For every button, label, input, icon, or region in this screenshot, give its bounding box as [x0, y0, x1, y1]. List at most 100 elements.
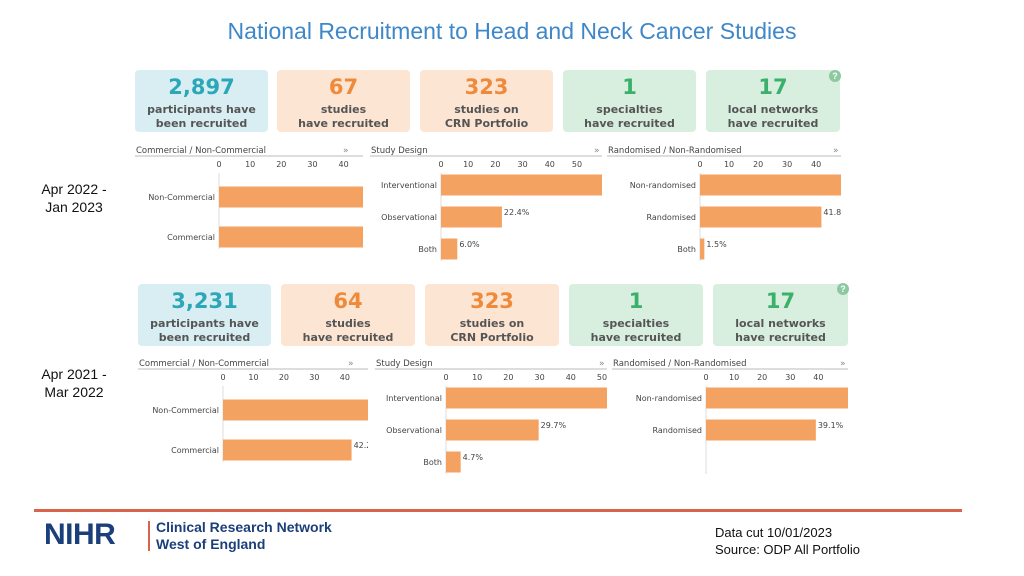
kpi-card: 323 studies on CRN Portfolio — [425, 284, 559, 346]
period-label-previous: Apr 2021 - Mar 2022 — [41, 366, 107, 400]
category-label: Non-Commercial — [148, 193, 215, 202]
x-tick-label: 10 — [729, 373, 739, 382]
category-label: Observational — [381, 213, 437, 222]
chart-title: Commercial / Non-Commercial — [139, 359, 269, 369]
kpi-label: specialties have recruited — [590, 317, 682, 344]
bar-chart-panel: Study Design»01020304050Interventional71… — [370, 145, 602, 267]
data-label: 41.8% — [823, 208, 841, 217]
category-label: Observational — [386, 426, 442, 435]
bar-chart: Commercial / Non-Commercial » 0 10 20 30 40 Non… — [138, 359, 368, 462]
kpi-value: 1 — [628, 289, 644, 313]
x-tick-label: 40 — [813, 373, 823, 382]
bar — [700, 174, 841, 196]
kpi-value: 64 — [333, 289, 363, 313]
category-label: Randomised — [652, 426, 702, 435]
category-label: Randomised — [646, 213, 696, 222]
kpi-label: studies on CRN Portfolio — [444, 103, 529, 130]
chevron-icon[interactable]: » — [599, 359, 605, 369]
x-tick-label: 50 — [572, 160, 582, 169]
category-label: Non-Commercial — [152, 406, 219, 415]
data-label: 42.2% — [354, 441, 368, 450]
category-label: Interventional — [381, 181, 437, 190]
kpi-label: local networks have recruited — [735, 317, 826, 344]
bar — [219, 226, 363, 248]
bar-chart-panel: Randomised / Non-Randomised » 0 10 20 30 40 Non… — [612, 358, 848, 480]
kpi-value: 323 — [470, 289, 514, 313]
data-cut-text: Data cut 10/01/2023 — [715, 525, 833, 540]
bar — [700, 206, 822, 228]
footer-note: Data cut 10/01/2023 Source: ODP All Port… — [715, 524, 860, 558]
x-tick-label: 0 — [697, 160, 702, 169]
bar — [446, 387, 607, 409]
x-tick-label: 20 — [279, 373, 289, 382]
bar — [223, 399, 368, 421]
data-label: 4.7% — [463, 453, 484, 462]
x-tick-label: 0 — [443, 373, 448, 382]
bar — [441, 206, 502, 228]
bar-chart-panel: Randomised / Non-Randomised » 0 10 20 30 40 Non… — [607, 145, 841, 267]
chart-title: Randomised / Non-Randomised — [608, 146, 742, 156]
x-tick-label: 0 — [220, 373, 225, 382]
category-label: Commercial — [171, 446, 219, 455]
kpi-value: 17 — [758, 75, 788, 99]
x-tick-label: 20 — [757, 373, 767, 382]
kpi-card: 64 studies have recruited — [281, 284, 415, 346]
x-tick-label: 40 — [340, 373, 350, 382]
kpi-value: 323 — [464, 75, 509, 99]
chevron-icon[interactable]: » — [343, 146, 349, 156]
x-tick-label: 10 — [463, 160, 473, 169]
kpi-value: 67 — [328, 75, 359, 99]
bar — [223, 439, 352, 461]
bar — [706, 387, 848, 409]
kpi-label: studies on CRN Portfolio — [450, 317, 534, 344]
bar — [441, 238, 458, 260]
x-tick-label: 20 — [753, 160, 763, 169]
category-label: Non-randomised — [630, 181, 696, 190]
category-label: Non-randomised — [636, 394, 702, 403]
category-label: Commercial — [167, 233, 215, 242]
logo-divider — [148, 521, 150, 551]
data-label: 1.5% — [706, 240, 727, 249]
x-tick-label: 10 — [472, 373, 482, 382]
x-tick-label: 40 — [811, 160, 821, 169]
kpi-card: 1 specialties have recruited — [569, 284, 703, 346]
source-text: Source: ODP All Portfolio — [715, 542, 860, 557]
bar — [706, 419, 816, 441]
help-icon[interactable]: ? — [829, 70, 841, 82]
bar-chart: Study Design»01020304050Interventional71… — [370, 146, 602, 261]
period-label-current: Apr 2022 - Jan 2023 — [41, 181, 107, 215]
kpi-label: local networks have recruited — [727, 103, 819, 130]
x-tick-label: 30 — [785, 373, 795, 382]
data-label: 6.0% — [459, 240, 480, 249]
kpi-value: 17 — [765, 289, 796, 313]
bar — [446, 419, 539, 441]
chevron-icon[interactable]: » — [840, 359, 846, 369]
x-tick-label: 0 — [438, 160, 443, 169]
footer-divider — [34, 509, 962, 512]
x-tick-label: 0 — [216, 160, 221, 169]
x-tick-label: 30 — [307, 160, 317, 169]
category-label: Interventional — [386, 394, 442, 403]
kpi-card: 2,897 participants have been recruited — [135, 70, 268, 132]
kpi-label: participants have been recruited — [147, 103, 256, 130]
x-tick-label: 10 — [245, 160, 255, 169]
x-tick-label: 30 — [782, 160, 792, 169]
kpi-value: 2,897 — [168, 75, 235, 99]
chart-title: Commercial / Non-Commercial — [136, 146, 266, 156]
x-tick-label: 50 — [597, 373, 607, 382]
category-label: Both — [418, 245, 437, 254]
kpi-card: 323 studies on CRN Portfolio — [420, 70, 553, 132]
x-tick-label: 20 — [276, 160, 286, 169]
help-icon[interactable]: ? — [837, 283, 849, 295]
bar-chart: Study Design»01020304050Interventional65… — [375, 359, 607, 474]
chart-title: Study Design — [376, 359, 433, 369]
kpi-card: 17 local networks have recruited — [706, 70, 840, 132]
chevron-icon[interactable]: » — [594, 146, 600, 156]
page-title: National Recruitment to Head and Neck Ca… — [227, 18, 797, 44]
x-tick-label: 20 — [503, 373, 513, 382]
chevron-icon[interactable]: » — [833, 146, 839, 156]
data-label: 39.1% — [818, 421, 844, 430]
bar-chart-panel: Study Design»01020304050Interventional65… — [375, 358, 607, 480]
x-tick-label: 10 — [724, 160, 734, 169]
chevron-icon[interactable]: » — [348, 359, 354, 369]
